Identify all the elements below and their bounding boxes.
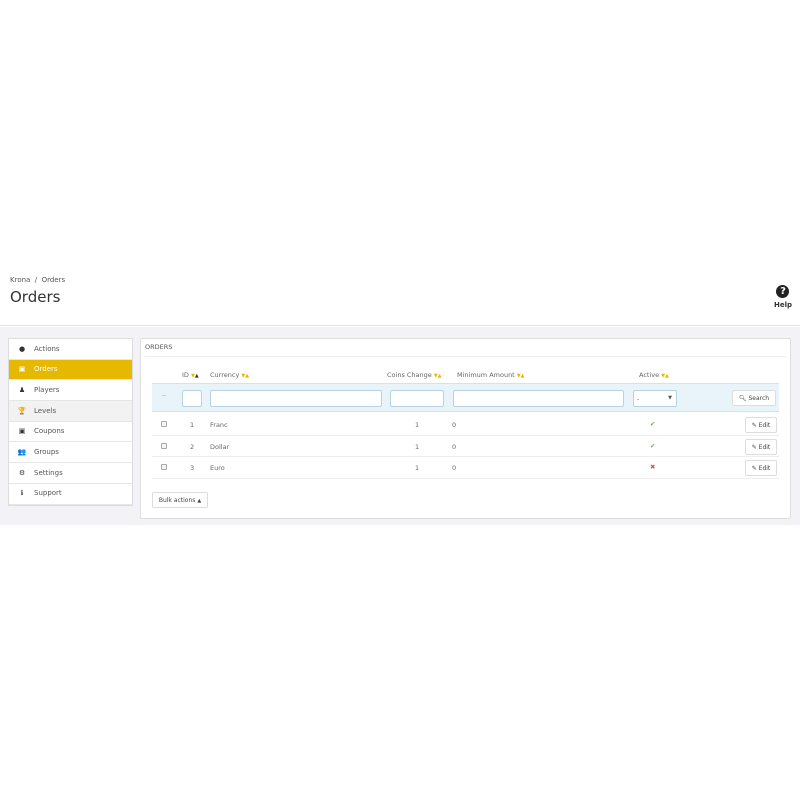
sort-icons[interactable]: ▼▲ (516, 373, 525, 379)
caret-down-icon: ▼ (668, 395, 672, 401)
active-select-value: - (637, 396, 640, 403)
user-icon: ♟ (18, 385, 26, 394)
pencil-icon: ✎ (751, 443, 757, 451)
panel-title: ORDERS (145, 343, 173, 351)
sidebar: ● Actions ▣ Orders ♟ Players 🏆 Levels ▣ Coupons 👥 G… (8, 338, 133, 506)
column-label: Coins Change (387, 371, 432, 379)
cell-minimum-amount: 0 (452, 464, 457, 472)
column-header-id[interactable]: ID ▼▲ (182, 371, 199, 379)
column-label: Minimum Amount (457, 371, 515, 379)
money-icon: ▣ (18, 427, 26, 436)
sidebar-item-support[interactable]: ℹ Support (9, 484, 132, 505)
help-label: Help (773, 301, 792, 309)
search-button[interactable]: 🔍︎ Search (732, 390, 776, 406)
pencil-icon: ✎ (751, 422, 757, 429)
check-icon[interactable]: ✔ (650, 420, 656, 428)
edit-button[interactable]: ✎ Edit (745, 460, 777, 476)
table-row: 1 Franc 1 0 ✔ ✎ Edit (152, 414, 779, 436)
breadcrumb-separator: / (34, 276, 38, 284)
sidebar-item-label: Settings (34, 468, 63, 477)
sidebar-item-coupons[interactable]: ▣ Coupons (9, 422, 132, 443)
sidebar-item-label: Support (34, 489, 62, 498)
sidebar-item-label: Orders (34, 365, 58, 374)
bulk-actions-label: Bulk actions (158, 497, 196, 504)
column-label: Currency (210, 371, 240, 379)
page-header: Krona / Orders Orders ? Help (0, 270, 800, 326)
search-icon: 🔍︎ (738, 395, 747, 402)
question-circle-icon: ? (776, 285, 790, 298)
cell-currency: Franc (210, 421, 228, 429)
column-header-coins-change[interactable]: Coins Change ▼▲ (387, 371, 442, 379)
column-label: ID (182, 371, 189, 379)
filter-coins-change-input[interactable] (390, 390, 444, 407)
divider (145, 356, 786, 357)
bulk-placeholder: -- (162, 392, 167, 399)
table-row: 3 Euro 1 0 ✖ ✎ Edit (152, 457, 779, 479)
help-button[interactable]: ? Help (774, 285, 792, 309)
search-label: Search (748, 395, 770, 402)
bulk-actions-button[interactable]: Bulk actions ▲ (152, 492, 208, 508)
cell-coins-change: 1 (415, 442, 420, 451)
cell-minimum-amount: 0 (452, 442, 457, 451)
table-row: 2 Dollar 1 0 ✔ ✎ Edit (152, 436, 779, 457)
column-header-minimum-amount[interactable]: Minimum Amount ▼▲ (457, 371, 525, 379)
pencil-icon: ✎ (751, 465, 757, 472)
sort-icons[interactable]: ▼▲ (661, 373, 669, 379)
cell-coins-change: 1 (415, 421, 420, 429)
breadcrumb: Krona / Orders (10, 276, 65, 284)
orders-panel: ORDERS ID ▼▲ Currency ▼▲ Coins Change ▼▲… (140, 338, 791, 519)
edit-label: Edit (758, 465, 771, 472)
sidebar-item-settings[interactable]: ⚙ Settings (9, 463, 132, 484)
sort-icons[interactable]: ▼▲ (433, 373, 442, 379)
filter-minimum-amount-input[interactable] (453, 390, 624, 407)
sidebar-item-orders[interactable]: ▣ Orders (9, 359, 132, 381)
sidebar-item-label: Levels (34, 406, 57, 415)
cell-id: 2 (190, 442, 195, 451)
row-checkbox[interactable] (161, 421, 167, 427)
users-icon: 👥 (17, 447, 27, 456)
cell-currency: Euro (210, 464, 225, 472)
cell-id: 1 (190, 421, 195, 429)
edit-button[interactable]: ✎ Edit (745, 438, 777, 455)
page-title: Orders (10, 288, 61, 306)
caret-up-icon: ▲ (197, 498, 202, 504)
circle-dot-icon: ● (18, 344, 26, 353)
sidebar-item-levels[interactable]: 🏆 Levels (9, 401, 132, 422)
sidebar-item-actions[interactable]: ● Actions (9, 339, 132, 360)
sidebar-item-players[interactable]: ♟ Players (9, 380, 132, 402)
column-label: Active (639, 371, 660, 379)
sort-icons[interactable]: ▼▲ (241, 373, 250, 379)
sidebar-item-label: Actions (34, 344, 60, 353)
edit-button[interactable]: ✎ Edit (745, 417, 777, 433)
edit-label: Edit (758, 443, 771, 451)
filter-currency-input[interactable] (210, 390, 382, 407)
breadcrumb-item-krona[interactable]: Krona (10, 276, 31, 284)
sidebar-item-groups[interactable]: 👥 Groups (9, 442, 132, 464)
money-icon: ▣ (18, 365, 26, 374)
check-icon[interactable]: ✔ (650, 441, 656, 450)
sidebar-item-label: Coupons (34, 427, 65, 436)
row-checkbox[interactable] (161, 464, 167, 470)
sidebar-item-label: Groups (34, 447, 59, 456)
sidebar-item-label: Players (34, 385, 60, 394)
row-checkbox[interactable] (161, 442, 167, 449)
column-header-currency[interactable]: Currency ▼▲ (210, 371, 249, 379)
sort-asc-icon[interactable]: ▲ (194, 373, 199, 379)
edit-label: Edit (758, 422, 771, 429)
cell-minimum-amount: 0 (452, 421, 457, 429)
sort-desc-icon[interactable]: ▼ (191, 373, 195, 379)
column-header-active[interactable]: Active ▼▲ (639, 371, 669, 379)
cell-id: 3 (190, 464, 195, 472)
info-circle-icon: ℹ (20, 489, 24, 498)
filter-id-input[interactable] (182, 390, 202, 407)
cell-currency: Dollar (210, 442, 230, 451)
trophy-icon: 🏆 (17, 406, 27, 415)
cell-coins-change: 1 (415, 464, 420, 472)
cogs-icon: ⚙ (18, 468, 26, 477)
filter-active-select[interactable]: - ▼ (633, 390, 677, 407)
breadcrumb-item-orders: Orders (41, 276, 66, 284)
cross-icon[interactable]: ✖ (650, 463, 656, 471)
filter-row: -- - ▼ 🔍︎ Search (152, 383, 779, 412)
